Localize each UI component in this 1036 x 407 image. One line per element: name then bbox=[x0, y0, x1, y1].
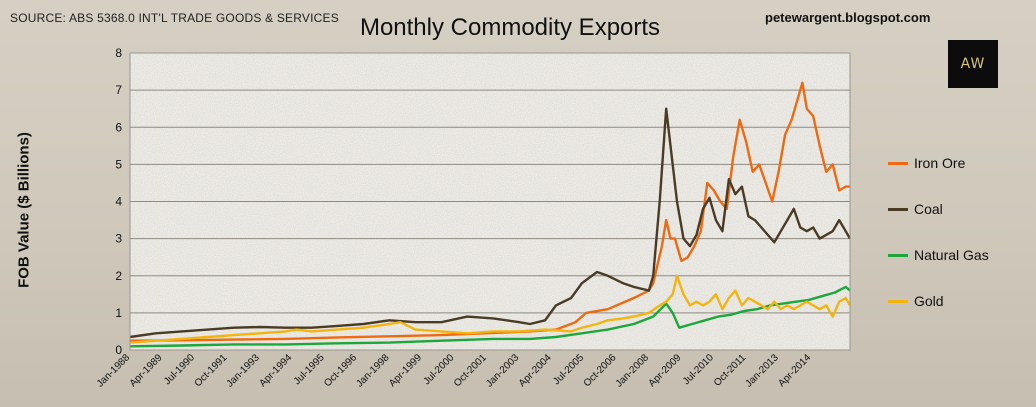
y-tick-label: 3 bbox=[115, 232, 122, 246]
x-tick-label: Apr-1994 bbox=[257, 352, 294, 389]
x-tick-label: Apr-1989 bbox=[128, 352, 165, 389]
x-tick-label: Apr-2009 bbox=[647, 352, 684, 389]
y-tick-label: 4 bbox=[115, 195, 122, 209]
x-tick-label: Jan-1993 bbox=[225, 352, 263, 390]
x-tick-label: Jan-2008 bbox=[614, 352, 652, 390]
legend-swatch bbox=[888, 207, 908, 211]
x-tick-label: Oct-2006 bbox=[582, 352, 619, 389]
y-tick-label: 6 bbox=[115, 120, 122, 134]
x-tick-label: Jan-1998 bbox=[354, 352, 392, 390]
x-tick-label: Oct-1991 bbox=[193, 352, 230, 389]
source-note: SOURCE: ABS 5368.0 INT'L TRADE GOODS & S… bbox=[10, 11, 339, 25]
x-tick-label: Oct-2011 bbox=[712, 352, 749, 389]
x-tick-label: Jul-2010 bbox=[681, 352, 716, 387]
aw-logo: AW bbox=[948, 40, 998, 88]
series-line-coal bbox=[129, 107, 852, 339]
x-tick-label: Jan-2013 bbox=[744, 352, 782, 390]
y-tick-label: 0 bbox=[115, 343, 122, 357]
x-tick-label: Jan-1988 bbox=[95, 352, 133, 390]
blog-url: petewargent.blogspot.com bbox=[765, 10, 931, 25]
logo-text: AW bbox=[960, 56, 986, 72]
x-tick-label: Apr-2014 bbox=[776, 352, 813, 389]
y-tick-label: 7 bbox=[115, 83, 122, 97]
x-tick-label: Jan-2003 bbox=[484, 352, 522, 390]
x-tick-label: Oct-1996 bbox=[322, 352, 359, 389]
y-tick-label: 1 bbox=[115, 306, 122, 320]
plot-border bbox=[129, 52, 851, 351]
legend: Iron Ore Coal Natural Gas Gold bbox=[888, 140, 1028, 324]
y-tick-label: 5 bbox=[115, 157, 122, 171]
legend-item: Iron Ore bbox=[888, 140, 1028, 186]
x-tick-labels: Jan-1988Apr-1989Jul-1990Oct-1991Jan-1993… bbox=[95, 352, 814, 390]
chart-title: Monthly Commodity Exports bbox=[359, 14, 661, 41]
y-tick-label: 8 bbox=[115, 46, 122, 60]
series-line-natural-gas bbox=[129, 285, 851, 348]
series-lines bbox=[129, 81, 852, 348]
y-tick-label: 2 bbox=[115, 269, 122, 283]
x-tick-label: Oct-2001 bbox=[452, 352, 489, 389]
legend-swatch bbox=[888, 161, 908, 165]
y-tick-labels: 0 1 2 3 4 5 6 7 8 bbox=[115, 46, 122, 357]
x-tick-label: Apr-2004 bbox=[517, 352, 554, 389]
legend-swatch bbox=[888, 253, 908, 257]
legend-item: Coal bbox=[888, 186, 1028, 232]
legend-swatch bbox=[888, 299, 908, 303]
legend-label: Coal bbox=[914, 201, 943, 217]
x-tick-label: Apr-1999 bbox=[387, 352, 424, 389]
legend-label: Iron Ore bbox=[914, 155, 966, 171]
legend-item: Gold bbox=[888, 278, 1028, 324]
series-line-gold bbox=[129, 274, 852, 344]
legend-label: Gold bbox=[914, 293, 944, 309]
legend-item: Natural Gas bbox=[888, 232, 1028, 278]
legend-label: Natural Gas bbox=[914, 247, 989, 263]
